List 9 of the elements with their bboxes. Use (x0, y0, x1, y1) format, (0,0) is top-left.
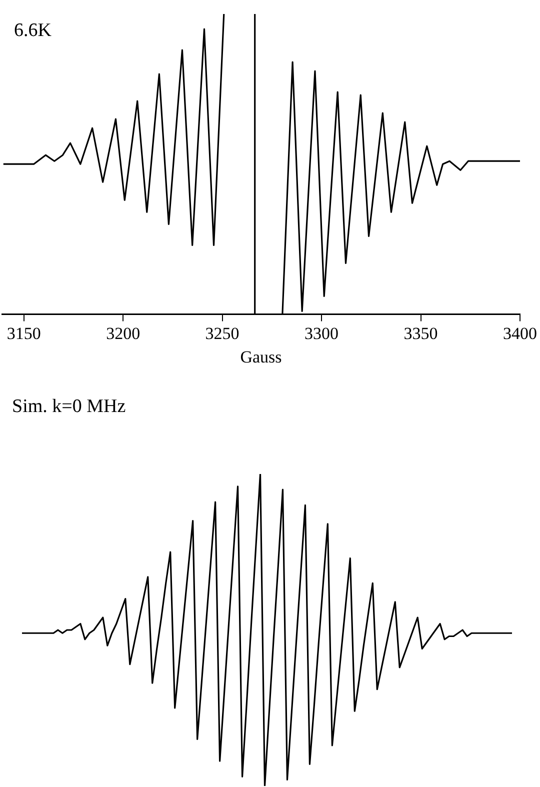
x-tick-label: 3300 (304, 324, 339, 343)
x-tick-label: 3400 (503, 324, 537, 343)
chart-title: 6.6K (14, 20, 52, 41)
chart-title: Sim. k=0 MHz (12, 396, 126, 417)
x-tick-label: 3350 (404, 324, 438, 343)
x-tick-label: 3150 (6, 324, 41, 343)
x-axis-title: Gauss (240, 347, 282, 366)
x-tick-label: 3250 (205, 324, 240, 343)
x-tick-label: 3200 (106, 324, 140, 343)
